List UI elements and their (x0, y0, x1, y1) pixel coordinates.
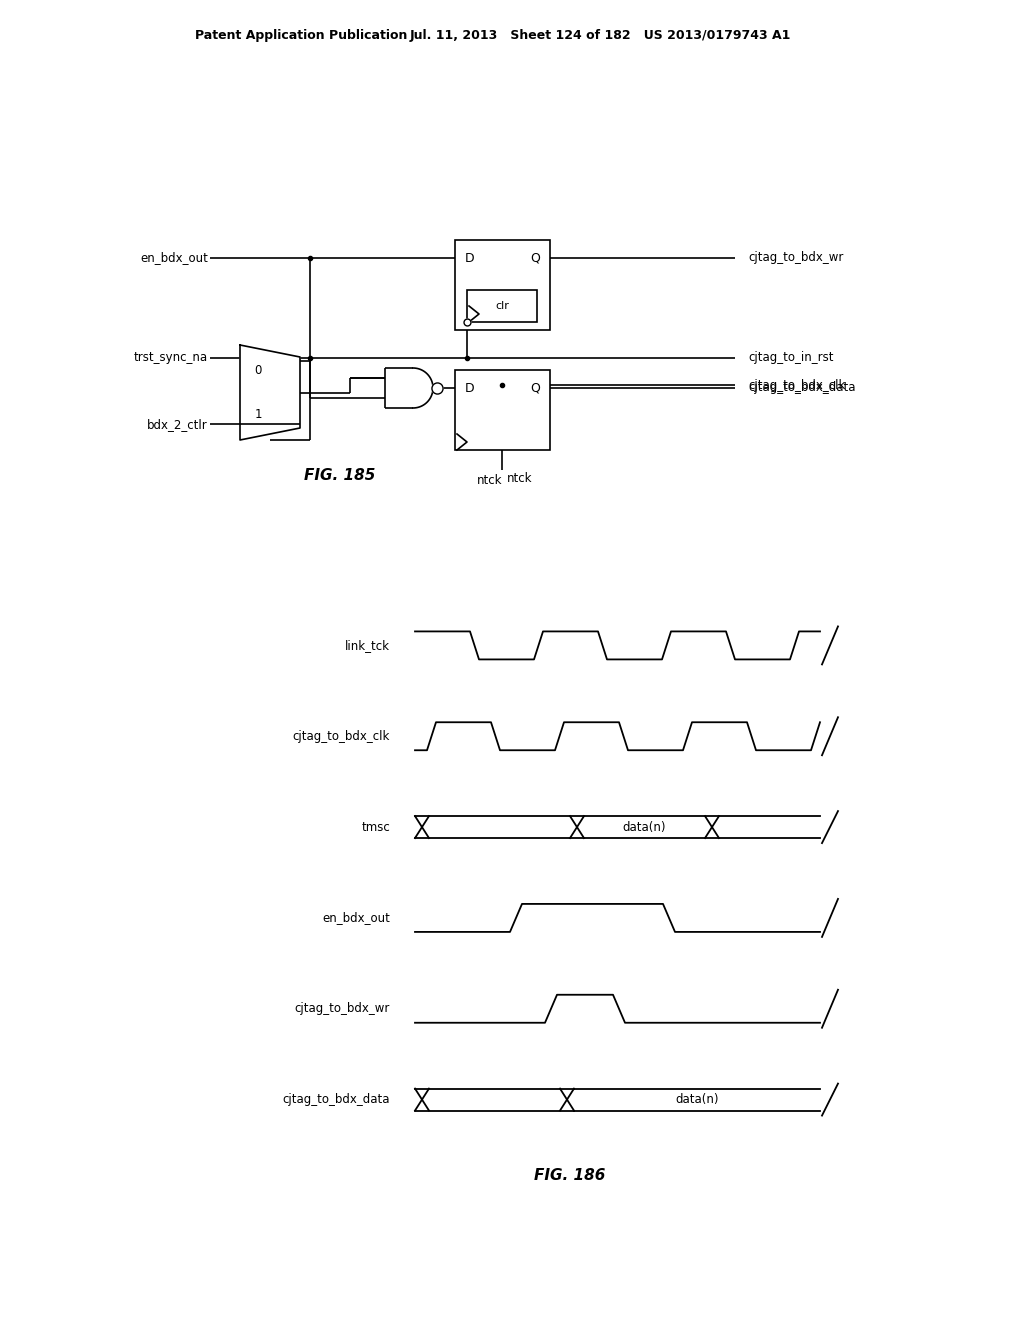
Text: FIG. 185: FIG. 185 (304, 467, 376, 483)
Text: en_bdx_out: en_bdx_out (140, 252, 208, 264)
Text: data(n): data(n) (675, 1093, 719, 1106)
Text: link_tck: link_tck (345, 639, 390, 652)
Text: 0: 0 (254, 363, 262, 376)
Bar (467, 290, 537, 322)
Text: bdx_2_ctlr: bdx_2_ctlr (147, 418, 208, 430)
Text: clr: clr (495, 301, 509, 312)
Text: en_bdx_out: en_bdx_out (323, 911, 390, 924)
Text: cjtag_to_bdx_clk: cjtag_to_bdx_clk (293, 730, 390, 743)
Text: ntck: ntck (477, 474, 503, 487)
Text: trst_sync_na: trst_sync_na (134, 351, 208, 364)
Text: cjtag_to_bdx_data: cjtag_to_bdx_data (283, 1093, 390, 1106)
Polygon shape (240, 345, 300, 440)
Text: 1: 1 (254, 408, 262, 421)
Text: tmsc: tmsc (361, 821, 390, 834)
Text: ntck: ntck (507, 471, 532, 484)
Text: cjtag_to_bdx_data: cjtag_to_bdx_data (748, 381, 855, 395)
Text: Q: Q (530, 381, 540, 395)
Text: cjtag_to_bdx_clk: cjtag_to_bdx_clk (748, 379, 846, 392)
Text: Q: Q (530, 252, 540, 264)
Text: cjtag_to_bdx_wr: cjtag_to_bdx_wr (748, 252, 844, 264)
Bar (455, 240, 550, 330)
Text: D: D (465, 381, 475, 395)
Text: D: D (465, 252, 475, 264)
Bar (455, 370, 550, 450)
Text: Jul. 11, 2013   Sheet 124 of 182   US 2013/0179743 A1: Jul. 11, 2013 Sheet 124 of 182 US 2013/0… (410, 29, 791, 41)
Text: data(n): data(n) (623, 821, 667, 834)
Text: FIG. 186: FIG. 186 (535, 1167, 605, 1183)
Text: cjtag_to_in_rst: cjtag_to_in_rst (748, 351, 834, 364)
Text: cjtag_to_bdx_wr: cjtag_to_bdx_wr (295, 1002, 390, 1015)
Text: Patent Application Publication: Patent Application Publication (195, 29, 408, 41)
